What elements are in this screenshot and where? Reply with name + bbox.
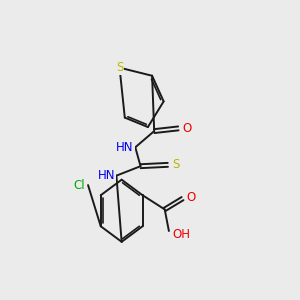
Text: HN: HN xyxy=(98,169,115,182)
Text: S: S xyxy=(116,61,123,74)
Text: O: O xyxy=(183,122,192,135)
Text: Cl: Cl xyxy=(74,178,85,192)
Text: OH: OH xyxy=(172,227,190,241)
Text: S: S xyxy=(172,158,180,171)
Text: O: O xyxy=(186,190,195,204)
Text: HN: HN xyxy=(116,141,134,154)
